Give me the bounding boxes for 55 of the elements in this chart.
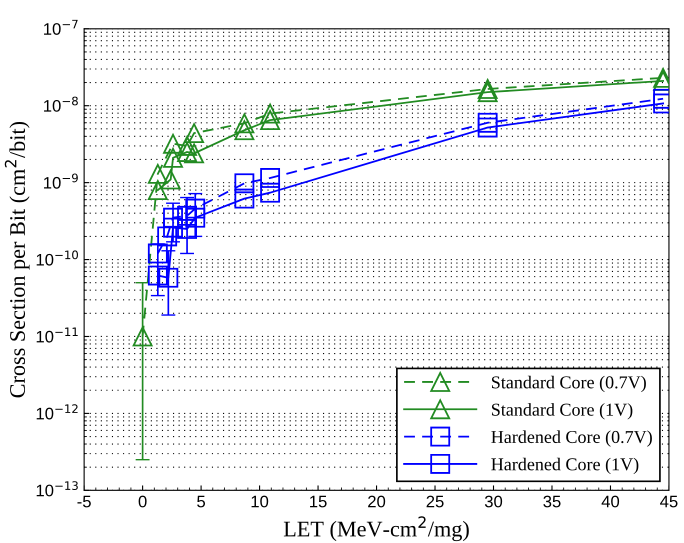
point (132, 326, 153, 346)
y-tick-label: 10$^{−9}$ (44, 174, 78, 189)
point (234, 173, 254, 194)
point (177, 219, 197, 239)
y-tick-label: 10$^{−13}$ (36, 481, 78, 496)
point (260, 104, 280, 124)
point (478, 79, 498, 99)
point (177, 136, 197, 156)
y-tick-label: 10$^{−11}$ (36, 328, 78, 343)
y-tick-label: 10$^{−12}$ (36, 404, 78, 420)
legend-label: Standard Core (0.7V) (492, 376, 646, 392)
point (260, 182, 280, 203)
point (163, 148, 183, 168)
point (478, 82, 498, 102)
legend-label: Hardened Core (1V) (491, 458, 638, 474)
point (478, 112, 498, 133)
point (157, 226, 178, 246)
x-tick-label: 30 (484, 496, 502, 508)
y-tick-label: 10$^{−7}$ (44, 20, 78, 35)
point (260, 110, 280, 130)
point (234, 188, 254, 209)
x-tick-label: 0 (138, 496, 147, 508)
point (158, 268, 178, 288)
point (148, 164, 168, 184)
point (177, 142, 197, 162)
x-tick-label: 15 (310, 496, 327, 508)
point (260, 168, 280, 188)
point (185, 198, 206, 219)
point (478, 118, 498, 138)
x-tick-label: 25 (426, 496, 444, 508)
y-tick-label: 10$^{−8}$ (44, 96, 78, 112)
point (163, 218, 183, 238)
legend-label: Hardened Core (0.7V) (491, 430, 652, 447)
x-tick-label: -5 (77, 496, 91, 508)
x-tick-label: 40 (602, 496, 620, 508)
legend-label: Standard Core (1V) (492, 403, 632, 420)
point (234, 113, 254, 134)
x-axis-title: LET (MeV-cm$^{2}$/mg) (284, 516, 469, 542)
x-tick-label: 35 (543, 496, 561, 508)
point (184, 143, 204, 164)
point (234, 120, 254, 140)
y-tick-label: 10$^{−10}$ (36, 250, 78, 266)
point (184, 123, 204, 144)
point (163, 208, 183, 228)
point (148, 180, 168, 200)
point (163, 134, 183, 154)
point (160, 170, 181, 190)
x-tick-label: 20 (368, 496, 386, 508)
y-axis-title: Cross Section per Bit (cm$^{2}$/bit) (4, 122, 30, 398)
x-tick-label: 10 (252, 496, 268, 508)
point (185, 208, 206, 228)
x-tick-label: 5 (197, 496, 206, 508)
x-tick-label: 45 (660, 496, 678, 508)
point (177, 206, 197, 226)
point (148, 266, 168, 286)
